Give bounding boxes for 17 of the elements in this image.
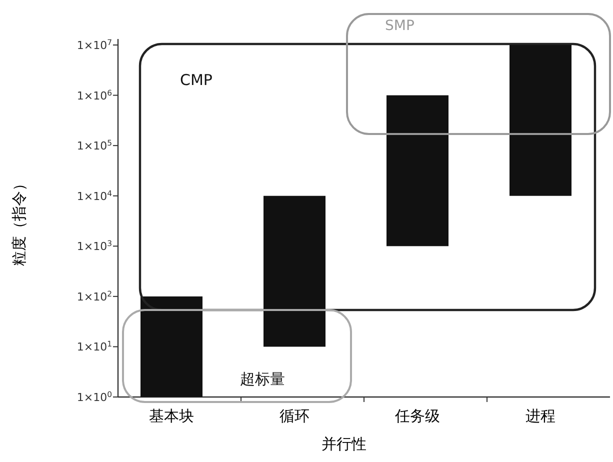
y-tick-label: 1×10$^{6}$ (76, 88, 112, 102)
annotation: CMP (180, 71, 212, 89)
y-axis-title: 粒度（指令） (10, 176, 28, 266)
y-tick-label: 1×10$^{2}$ (76, 288, 112, 304)
y-tick-label: 1×10$^{4}$ (76, 188, 112, 203)
x-tick-label: 基本块 (149, 407, 194, 425)
y-tick-label: 1×10$^{0}$ (76, 390, 112, 404)
y-tick-label: 1×10$^{1}$ (76, 339, 112, 354)
y-tick-label: 1×10$^{7}$ (76, 38, 112, 52)
text: SMP (385, 18, 414, 34)
y-tick-label: 1×10$^{5}$ (76, 138, 112, 153)
x-tick-label: 进程 (526, 407, 556, 425)
y-tick-label: 1×10$^{3}$ (76, 238, 112, 254)
x-axis-title: 并行性 (322, 435, 366, 453)
x-tick-label: 循环 (280, 407, 310, 425)
annotation: 超标量 (240, 370, 285, 388)
x-tick-label: 任务级 (394, 407, 440, 425)
